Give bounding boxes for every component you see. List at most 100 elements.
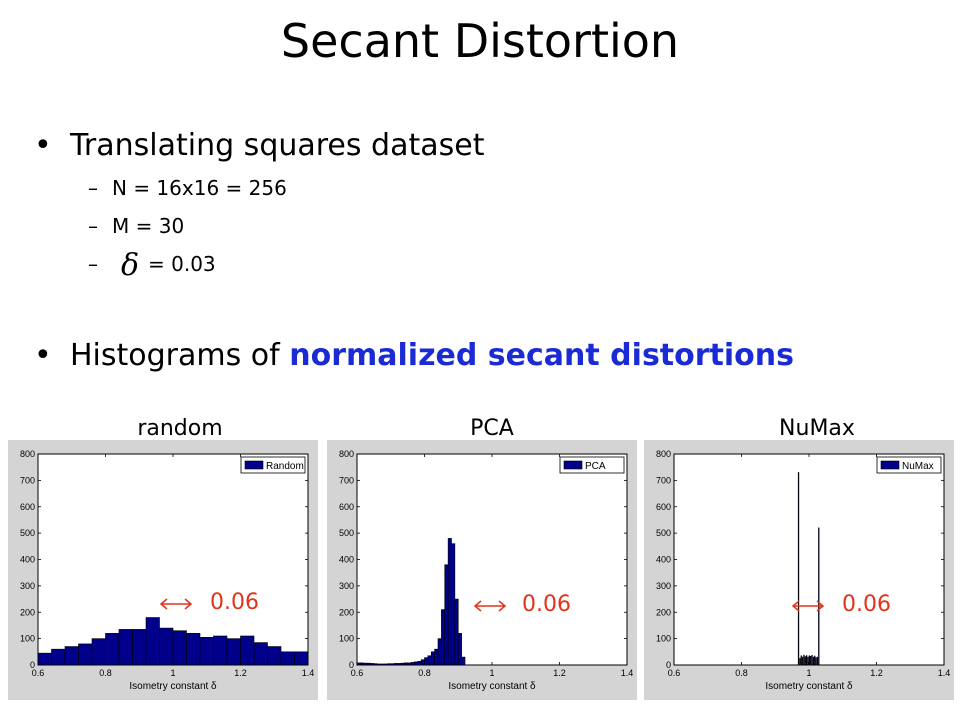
histogram-bar bbox=[816, 656, 819, 666]
histogram-bar bbox=[441, 609, 446, 666]
histogram-bar bbox=[145, 617, 160, 666]
y-tick-label: 0 bbox=[349, 660, 354, 670]
histogram-bar bbox=[64, 646, 79, 666]
histogram-bar bbox=[78, 643, 93, 666]
bullet-dot: • bbox=[34, 128, 52, 163]
plot-area bbox=[357, 454, 627, 665]
panel-label-pca: PCA bbox=[470, 416, 514, 441]
histogram-bar bbox=[804, 656, 806, 666]
y-tick-label: 400 bbox=[20, 555, 35, 565]
sub-item-m: – M = 30 bbox=[88, 214, 184, 238]
y-tick-label: 100 bbox=[339, 634, 354, 644]
x-tick-label: 1 bbox=[170, 668, 175, 678]
histogram-bar bbox=[118, 629, 133, 666]
y-tick-label: 700 bbox=[656, 475, 671, 485]
x-tick-label: 0.8 bbox=[735, 668, 748, 678]
sub-item-delta-value: = 0.03 bbox=[148, 252, 216, 276]
y-tick-label: 200 bbox=[339, 607, 354, 617]
x-tick-label: 1.4 bbox=[302, 668, 315, 678]
histogram-bar bbox=[430, 651, 435, 666]
histogram-bar bbox=[172, 630, 187, 666]
histogram-bar bbox=[51, 648, 66, 666]
sub-item-n-text: N = 16x16 = 256 bbox=[112, 176, 287, 200]
y-tick-label: 700 bbox=[20, 475, 35, 485]
sub-item-m-text: M = 30 bbox=[112, 214, 185, 238]
histogram-bar bbox=[447, 538, 452, 666]
x-axis-label: Isometry constant δ bbox=[765, 681, 853, 692]
double-arrow-icon bbox=[473, 600, 507, 612]
histogram-bar bbox=[807, 656, 809, 666]
bullet-histograms: • Histograms of normalized secant distort… bbox=[34, 338, 794, 373]
x-tick-label: 0.8 bbox=[418, 668, 431, 678]
y-tick-label: 300 bbox=[339, 581, 354, 591]
histogram-bar bbox=[811, 654, 813, 666]
sub-item-delta: – δ = 0.03 bbox=[88, 248, 216, 283]
x-axis-label: Isometry constant δ bbox=[129, 681, 217, 692]
x-tick-label: 1 bbox=[806, 668, 811, 678]
legend-label: NuMax bbox=[902, 461, 934, 472]
histogram-pca-svg: 0 100 200 300 400 500 600 700 800 0.6 0.8 1 1.2 1.4 Is… bbox=[327, 440, 637, 700]
histogram-bar bbox=[159, 627, 174, 666]
bullet-dataset-text: Translating squares dataset bbox=[70, 128, 485, 163]
x-tick-label: 0.8 bbox=[99, 668, 112, 678]
histogram-bar bbox=[199, 637, 214, 666]
histogram-bar bbox=[451, 543, 456, 666]
histogram-bar bbox=[280, 651, 295, 666]
annotation-random: 0.06 bbox=[210, 590, 259, 615]
y-tick-label: 200 bbox=[656, 607, 671, 617]
bullet-dot: • bbox=[34, 338, 52, 373]
histogram-bar bbox=[267, 646, 282, 666]
y-tick-label: 400 bbox=[656, 555, 671, 565]
histogram-bar bbox=[799, 658, 801, 666]
histogram-bar bbox=[454, 598, 459, 666]
y-tick-label: 600 bbox=[656, 502, 671, 512]
bullet-highlight-text: normalized secant distortions bbox=[289, 338, 794, 373]
x-tick-label: 1.4 bbox=[621, 668, 634, 678]
histogram-bar bbox=[800, 655, 802, 666]
y-tick-label: 500 bbox=[656, 528, 671, 538]
y-tick-label: 800 bbox=[339, 449, 354, 459]
y-tick-label: 800 bbox=[20, 449, 35, 459]
y-tick-label: 400 bbox=[339, 555, 354, 565]
y-tick-label: 200 bbox=[20, 607, 35, 617]
histogram-random-svg: 0 100 200 300 400 500 600 700 800 0.6 0.8 1 1.2 1.4 Is… bbox=[8, 440, 318, 700]
histogram-bar bbox=[803, 654, 805, 666]
bullet-histograms-text: Histograms of bbox=[70, 338, 290, 373]
histogram-bar bbox=[226, 638, 241, 666]
histogram-bar bbox=[812, 656, 815, 666]
y-tick-label: 800 bbox=[656, 449, 671, 459]
histogram-bar bbox=[91, 638, 106, 666]
histogram-bar bbox=[420, 659, 425, 666]
legend-label: PCA bbox=[585, 461, 606, 472]
histogram-bar bbox=[424, 657, 429, 666]
histogram-bar bbox=[815, 657, 817, 666]
x-tick-label: 1.2 bbox=[553, 668, 566, 678]
histogram-bar bbox=[814, 655, 816, 666]
histogram-bar bbox=[457, 633, 462, 666]
histogram-bar bbox=[444, 564, 449, 666]
x-tick-label: 1.2 bbox=[234, 668, 247, 678]
histogram-bar bbox=[434, 648, 439, 666]
dash: – bbox=[88, 214, 98, 238]
slide-title: Secant Distortion bbox=[280, 14, 680, 68]
histogram-bar bbox=[801, 656, 804, 666]
histogram-bar bbox=[461, 656, 466, 666]
sub-item-n: – N = 16x16 = 256 bbox=[88, 176, 287, 200]
panel-label-random: random bbox=[137, 416, 223, 441]
histogram-pca: 0 100 200 300 400 500 600 700 800 0.6 0.8 1 1.2 1.4 Is… bbox=[327, 440, 637, 700]
y-tick-label: 700 bbox=[339, 475, 354, 485]
histogram-numax: 0 100 200 300 400 500 600 700 800 0.6 0.8 1 1.2 1.4 Is… bbox=[644, 440, 954, 700]
legend-label: Random bbox=[266, 461, 304, 472]
delta-symbol: δ bbox=[120, 248, 140, 283]
histogram-bar bbox=[240, 635, 255, 666]
y-tick-label: 300 bbox=[20, 581, 35, 591]
histogram-bar bbox=[437, 638, 442, 666]
histogram-bar bbox=[213, 635, 228, 666]
dash: – bbox=[88, 252, 98, 276]
histogram-bar bbox=[806, 655, 808, 666]
histogram-bar bbox=[37, 652, 52, 666]
y-tick-label: 100 bbox=[656, 634, 671, 644]
histogram-bar bbox=[132, 629, 147, 666]
annotation-numax: 0.06 bbox=[842, 592, 891, 617]
x-tick-label: 0.6 bbox=[351, 668, 364, 678]
